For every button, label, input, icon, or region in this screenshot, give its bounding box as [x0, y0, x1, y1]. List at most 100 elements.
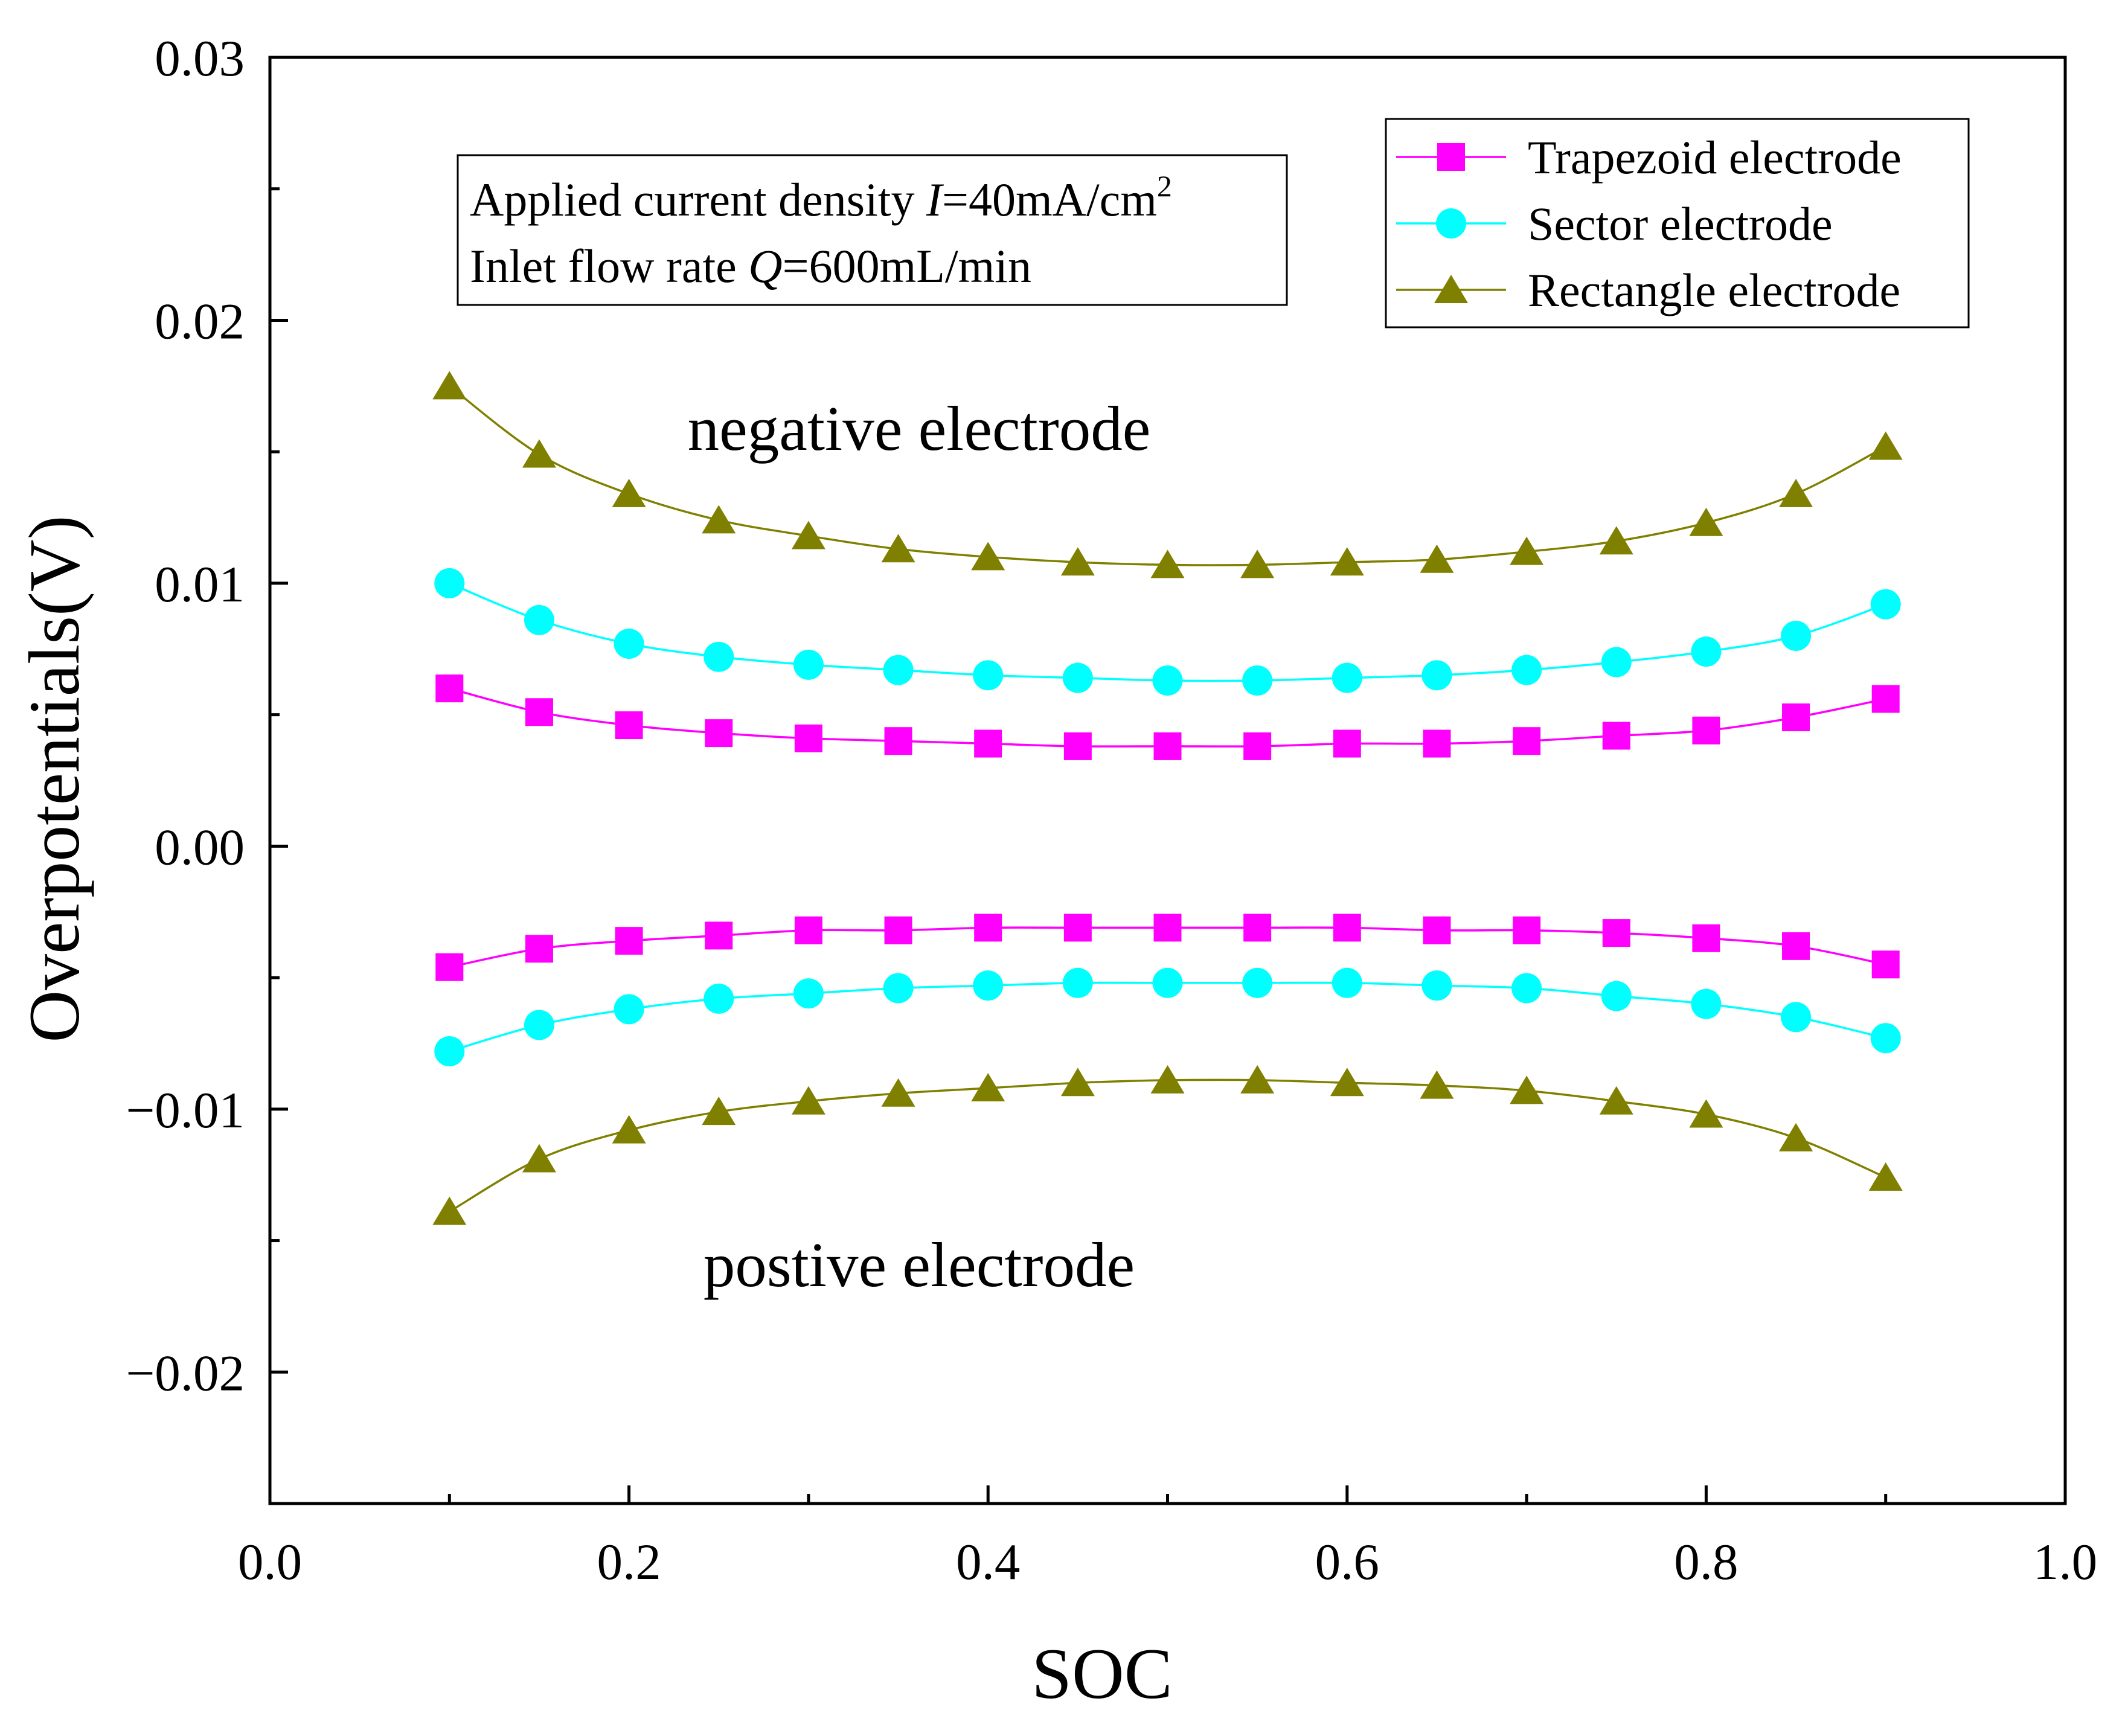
sector-electrode-positive-point	[1421, 970, 1452, 1001]
conditions-box	[457, 154, 1288, 306]
conditions-line-2: Inlet flow rate Q=600mL/min	[470, 240, 1031, 292]
trapezoid-electrode-negative-point	[974, 729, 1002, 758]
rectangle-electrode-positive-point	[1689, 1099, 1723, 1128]
trapezoid-electrode-negative-point	[435, 674, 464, 703]
trapezoid-electrode-positive-point	[1692, 924, 1720, 952]
trapezoid-electrode-negative-point	[615, 711, 643, 740]
trapezoid-electrode-positive-point	[1333, 914, 1361, 942]
legend-marker-rectangle-electrode	[1434, 275, 1468, 303]
rectangle-electrode-positive-point	[702, 1097, 736, 1126]
sector-electrode-positive-point	[1242, 967, 1273, 998]
trapezoid-electrode-negative-point	[1782, 703, 1810, 731]
rectangle-electrode-negative-point	[791, 520, 825, 549]
trapezoid-electrode-negative-point	[1871, 685, 1900, 713]
trapezoid-electrode-positive-point	[615, 927, 643, 955]
legend-label-rectangle-electrode: Rectangle electrode	[1528, 264, 1900, 316]
y-tick-label: 0.03	[155, 30, 245, 87]
current-density-value: =40mA/cm	[942, 173, 1157, 226]
legend-marker-trapezoid-electrode	[1437, 143, 1465, 171]
sector-electrode-negative-point	[793, 649, 824, 680]
sector-electrode-negative-point	[1332, 662, 1362, 693]
x-tick-label: 1.0	[2033, 1534, 2097, 1590]
sector-electrode-negative-point	[1152, 665, 1183, 696]
trapezoid-electrode-positive-point	[974, 914, 1002, 942]
y-tick-label: 0.02	[155, 293, 245, 350]
sector-electrode-positive-point	[614, 994, 644, 1025]
trapezoid-electrode-negative-point	[1692, 716, 1720, 745]
trapezoid-electrode-negative-point	[1602, 722, 1630, 750]
rectangle-electrode-negative-point	[1240, 549, 1275, 578]
current-density-symbol: I	[926, 173, 944, 226]
sector-electrode-negative-point	[1242, 665, 1273, 696]
trapezoid-electrode-positive-point	[1243, 914, 1272, 942]
rectangle-electrode-negative-point	[1150, 549, 1185, 578]
flow-rate-value: =600mL/min	[783, 240, 1031, 292]
unit-superscript: 2	[1157, 169, 1172, 203]
trapezoid-electrode-negative-point	[1063, 732, 1092, 760]
rectangle-electrode-positive-point	[1868, 1162, 1903, 1191]
sector-electrode-positive-point	[1691, 988, 1722, 1019]
rectangle-electrode-positive-point	[1330, 1068, 1364, 1097]
positive-electrode-label: postive electrode	[704, 1229, 1135, 1300]
negative-electrode-label: negative electrode	[688, 393, 1151, 464]
sector-electrode-positive-point	[1152, 967, 1183, 998]
x-tick-label: 0.8	[1674, 1534, 1738, 1590]
rectangle-electrode-negative-point	[1599, 526, 1633, 555]
x-tick-label: 0.0	[238, 1534, 302, 1590]
conditions-line-2-prefix: Inlet flow rate	[470, 240, 748, 292]
x-tick-label: 0.2	[597, 1534, 661, 1590]
trapezoid-electrode-positive-point	[884, 916, 912, 944]
sector-electrode-positive-point	[1781, 1002, 1812, 1033]
legend-label-sector-electrode: Sector electrode	[1528, 197, 1833, 250]
rectangle-electrode-negative-point	[1420, 544, 1454, 573]
rectangle-electrode-positive-point	[1779, 1123, 1813, 1151]
rectangle-electrode-negative-point	[1510, 536, 1544, 565]
rectangle-electrode-negative-point	[1689, 507, 1723, 536]
rectangle-electrode-negative-point	[881, 534, 915, 563]
rectangle-electrode-positive-point	[1060, 1068, 1095, 1097]
trapezoid-electrode-positive-point	[435, 953, 464, 981]
rectangle-electrode-positive-point	[1420, 1070, 1454, 1099]
axis-ticks: 0.0 0.2 0.4 0.6 0.8 1.0 −0.02 −0.01 0.00 0.01 0.02…	[126, 30, 2097, 1590]
trapezoid-electrode-positive-point	[1602, 919, 1630, 947]
conditions-line-1-prefix: Applied current density	[470, 173, 926, 226]
rectangle-electrode-negative-point	[702, 505, 736, 534]
sector-electrode-negative-point	[883, 655, 914, 685]
rectangle-electrode-negative-point	[1060, 547, 1095, 576]
sector-electrode-positive-point	[1511, 973, 1542, 1004]
rectangle-electrode-positive-point	[1599, 1086, 1633, 1115]
rectangle-electrode-negative-point	[522, 439, 556, 468]
trapezoid-electrode-negative-point	[525, 698, 553, 726]
x-tick-label: 0.4	[956, 1534, 1020, 1590]
sector-electrode-positive-point	[704, 983, 734, 1014]
sector-electrode-negative-point	[524, 604, 554, 635]
x-axis-title: SOC	[1031, 1633, 1172, 1714]
rectangle-electrode-negative-point	[1779, 478, 1813, 507]
rectangle-electrode-positive-point	[522, 1144, 556, 1173]
trapezoid-electrode-negative-point	[1513, 727, 1541, 755]
sector-electrode-negative-point	[1062, 662, 1093, 693]
trapezoid-electrode-positive-point	[1153, 914, 1182, 942]
y-axis-title: Overpotentials(V)	[14, 515, 94, 1042]
legend-marker-sector-electrode	[1436, 208, 1466, 239]
rectangle-electrode-positive-point	[1240, 1065, 1275, 1094]
sector-electrode-negative-point	[614, 629, 644, 659]
sector-electrode-negative-point	[1421, 660, 1452, 691]
y-tick-label: −0.02	[126, 1345, 245, 1401]
rectangle-electrode-negative-point	[432, 371, 467, 400]
series-layer	[432, 371, 1903, 1225]
trapezoid-electrode-positive-point	[1782, 932, 1810, 960]
rectangle-electrode-positive-point	[881, 1078, 915, 1107]
sector-electrode-negative-point	[1781, 621, 1812, 651]
sector-electrode-negative-point	[1601, 647, 1632, 677]
y-tick-label: −0.01	[126, 1082, 245, 1139]
rectangle-electrode-positive-point	[432, 1196, 467, 1225]
rectangle-electrode-negative-point	[612, 478, 646, 507]
rectangle-electrode-positive-point	[971, 1072, 1005, 1101]
flow-rate-symbol: Q	[748, 240, 782, 292]
trapezoid-electrode-negative-point	[794, 724, 822, 752]
sector-electrode-negative-point	[704, 641, 734, 672]
sector-electrode-positive-point	[524, 1010, 554, 1040]
trapezoid-electrode-positive-point	[1871, 950, 1900, 979]
